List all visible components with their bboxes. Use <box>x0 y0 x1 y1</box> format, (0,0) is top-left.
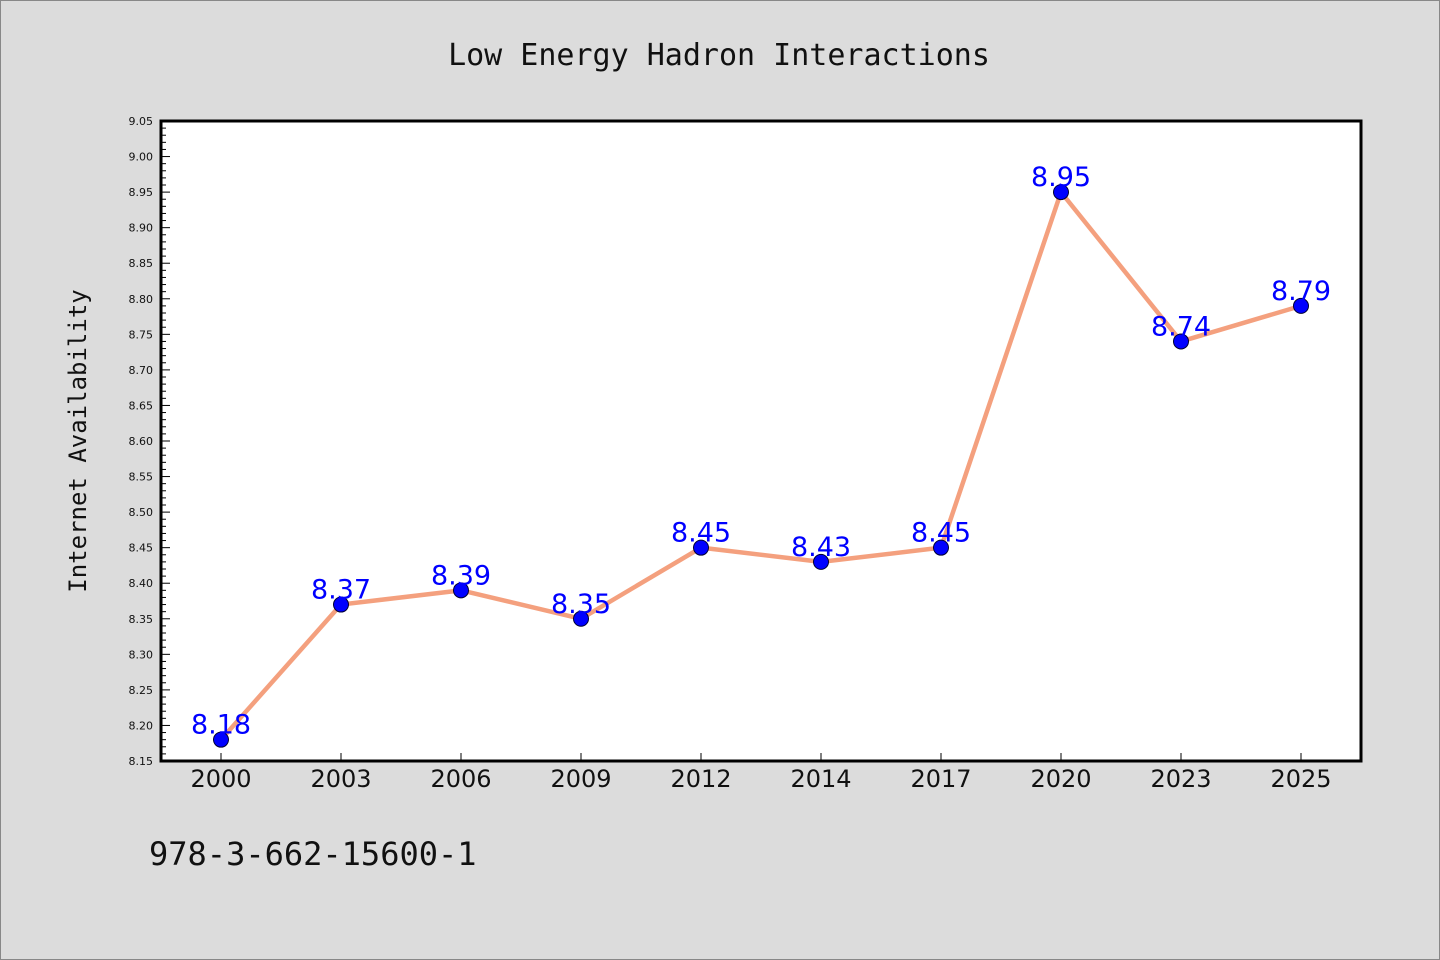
y-tick-label: 8.90 <box>129 222 154 235</box>
y-tick-label: 8.70 <box>129 364 154 377</box>
isbn-text: 978-3-662-15600-1 <box>149 835 477 873</box>
plot-area <box>159 119 1363 763</box>
y-axis: 8.15 8.20 8.25 8.30 8.35 8.40 8.45 8.50 8.55 8.60… <box>129 115 170 768</box>
data-point <box>813 553 829 570</box>
data-point <box>1293 297 1309 314</box>
data-label: 8.79 <box>1271 276 1331 307</box>
x-tick-label: 2012 <box>670 765 731 793</box>
y-tick-label: 8.50 <box>129 506 154 519</box>
data-point <box>453 582 469 599</box>
data-label: 8.37 <box>311 575 371 606</box>
y-tick-label: 8.85 <box>129 257 154 270</box>
x-tick-label: 2023 <box>1150 765 1211 793</box>
y-tick-label: 8.80 <box>129 293 154 306</box>
data-label: 8.74 <box>1151 311 1211 342</box>
series-line <box>218 189 1304 742</box>
data-label: 8.43 <box>791 532 851 563</box>
data-label: 8.35 <box>551 589 611 620</box>
y-tick-label: 8.25 <box>129 684 154 697</box>
data-point <box>573 610 589 627</box>
y-tick-label: 8.55 <box>129 471 154 484</box>
y-tick-label: 8.60 <box>129 435 154 448</box>
x-tick-label: 2014 <box>790 765 851 793</box>
y-tick-label: 8.65 <box>129 399 154 412</box>
x-tick-label: 2000 <box>190 765 251 793</box>
data-label: 8.95 <box>1031 162 1091 193</box>
y-tick-label: 8.75 <box>129 328 154 341</box>
data-label: 8.45 <box>911 518 971 549</box>
y-tick-label: 8.95 <box>129 186 154 199</box>
x-tick-label: 2009 <box>550 765 611 793</box>
x-tick-label: 2006 <box>430 765 491 793</box>
y-tick-label: 8.15 <box>129 755 154 768</box>
x-tick-label: 2003 <box>310 765 371 793</box>
x-tick-label: 2020 <box>1030 765 1091 793</box>
y-axis-label: Internet Availability <box>64 289 92 592</box>
data-point <box>693 539 709 556</box>
data-label: 8.18 <box>191 710 251 741</box>
data-point <box>1173 333 1189 350</box>
x-tick-label: 2025 <box>1270 765 1331 793</box>
data-point <box>1053 184 1069 201</box>
y-tick-label: 9.05 <box>129 115 154 128</box>
data-label: 8.45 <box>671 518 731 549</box>
y-tick-label: 9.00 <box>129 151 154 164</box>
data-point <box>933 539 949 556</box>
x-axis: 2000 2003 2006 2009 2012 2014 2017 2020 2023 2025 <box>190 753 1332 793</box>
data-point <box>333 596 349 613</box>
y-tick-label: 8.40 <box>129 577 154 590</box>
y-tick-label: 8.30 <box>129 648 154 661</box>
chart-title: Low Energy Hadron Interactions <box>448 38 990 73</box>
y-tick-label: 8.20 <box>129 719 154 732</box>
series-layer: 8.18 8.37 8.39 8.35 8.45 8.43 8.45 8.95 8.74 8.79 <box>191 162 1331 748</box>
y-tick-label: 8.35 <box>129 613 154 626</box>
y-tick-label: 8.45 <box>129 542 154 555</box>
x-tick-label: 2017 <box>910 765 971 793</box>
data-point <box>213 731 229 748</box>
data-label: 8.39 <box>431 560 491 591</box>
